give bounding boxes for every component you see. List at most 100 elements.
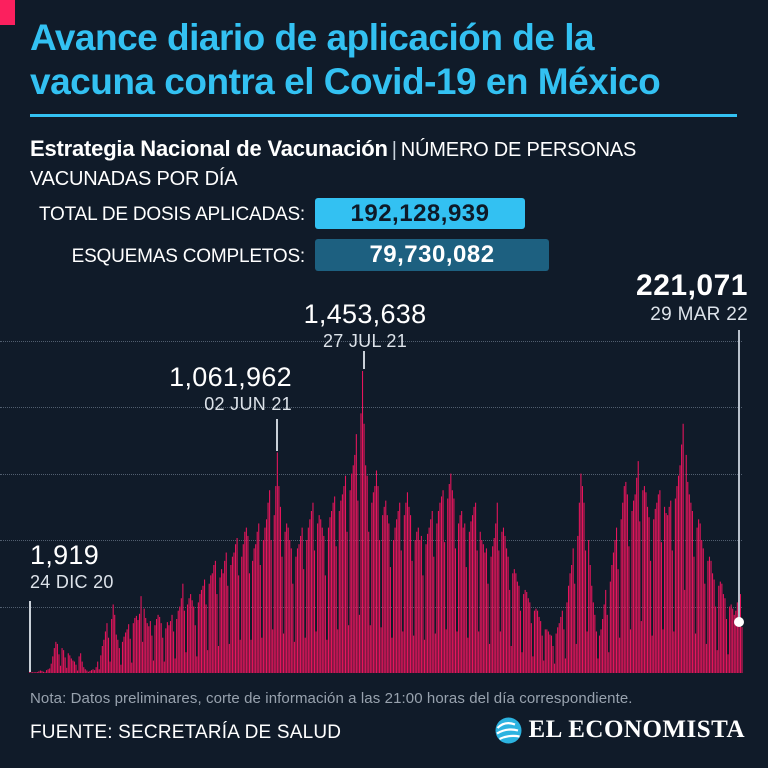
bar-day-245 <box>408 506 410 673</box>
bar-day-430 <box>694 633 697 673</box>
bar-day-31 <box>77 670 79 673</box>
bar-day-361 <box>588 540 590 673</box>
bar-day-275 <box>454 548 456 673</box>
bar-day-65 <box>129 638 131 673</box>
bar-day-194 <box>329 517 331 673</box>
bar-day-121 <box>216 594 218 673</box>
bar-day-93 <box>173 631 175 673</box>
bar-day-42 <box>94 670 96 673</box>
bar-day-455 <box>733 614 735 673</box>
bar-day-388 <box>629 629 632 673</box>
bar-day-341 <box>557 627 559 673</box>
bar-day-429 <box>693 556 695 673</box>
bar-day-440 <box>710 560 712 673</box>
bar-day-333 <box>544 629 546 673</box>
bar-day-240 <box>400 550 402 673</box>
bar-day-139 <box>244 531 246 673</box>
bar-day-84 <box>159 616 161 673</box>
bar-day-402 <box>651 635 653 673</box>
bar-day-291 <box>479 531 481 673</box>
bar-day-155 <box>269 490 271 673</box>
bar-day-162 <box>279 506 281 673</box>
bar-day-312 <box>512 573 514 673</box>
bar-day-285 <box>470 521 472 673</box>
bar-day-104 <box>190 594 192 673</box>
el-economista-icon <box>495 717 521 743</box>
bar-day-257 <box>427 533 429 673</box>
bar-day-263 <box>436 523 438 673</box>
bar-day-92 <box>171 614 173 673</box>
bar-day-205 <box>346 531 348 673</box>
bar-day-370 <box>602 619 604 673</box>
bar-day-355 <box>578 502 580 673</box>
bar-day-88 <box>165 628 167 673</box>
bar-day-311 <box>510 646 512 673</box>
bar-day-176 <box>301 527 303 673</box>
bar-day-188 <box>320 519 322 673</box>
bar-day-319 <box>523 594 525 673</box>
bar-day-277 <box>458 523 460 673</box>
bar-day-369 <box>600 629 602 673</box>
bar-day-400 <box>648 517 650 673</box>
bar-day-241 <box>402 631 404 673</box>
bar-day-383 <box>622 502 624 673</box>
page-title-line1: Avance diario de aplicación de la <box>30 17 595 58</box>
bar-day-80 <box>152 660 154 673</box>
bar-day-389 <box>631 510 633 673</box>
bar-day-330 <box>540 621 542 673</box>
bar-day-183 <box>312 502 314 673</box>
bar-day-201 <box>340 500 342 673</box>
bar-day-117 <box>210 575 212 673</box>
bar-day-73 <box>142 641 144 673</box>
bar-day-120 <box>214 560 216 673</box>
bar-day-460 <box>741 627 743 673</box>
bar-day-395 <box>640 621 642 673</box>
bar-day-238 <box>397 510 399 673</box>
bar-day-345 <box>563 629 565 673</box>
bar-day-359 <box>585 550 587 673</box>
bar-day-59 <box>120 664 122 673</box>
bar-day-45 <box>98 669 100 673</box>
bar-day-435 <box>702 548 704 673</box>
bar-day-99 <box>182 583 184 673</box>
annotation-june-date: 02 JUN 21 <box>204 394 292 414</box>
bar-day-186 <box>317 523 319 673</box>
bar-day-77 <box>148 626 150 673</box>
bar-day-286 <box>471 515 474 673</box>
bar-day-5 <box>36 671 38 673</box>
bar-day-24 <box>66 667 68 673</box>
bar-day-185 <box>315 631 317 673</box>
bar-day-38 <box>87 671 89 673</box>
bar-day-135 <box>238 575 240 673</box>
bar-day-114 <box>205 604 207 673</box>
bar-day-422 <box>682 423 684 673</box>
bar-day-303 <box>498 550 500 673</box>
bar-day-278 <box>459 515 461 673</box>
bar-day-123 <box>219 577 221 673</box>
bar-day-381 <box>619 637 621 673</box>
bar-day-68 <box>134 617 136 673</box>
bar-day-431 <box>696 527 698 673</box>
bar-day-79 <box>151 635 153 673</box>
bar-day-231 <box>386 515 388 673</box>
bar-day-375 <box>609 581 611 673</box>
bar-day-98 <box>180 598 182 673</box>
bar-day-399 <box>646 506 649 673</box>
bar-day-336 <box>549 634 551 673</box>
bar-day-136 <box>239 639 241 673</box>
bar-day-208 <box>351 473 353 673</box>
bar-day-415 <box>671 550 673 673</box>
bar-day-305 <box>501 531 503 673</box>
bar-day-14 <box>50 663 52 673</box>
bar-day-428 <box>691 510 693 673</box>
bar-day-280 <box>462 527 464 673</box>
bar-day-314 <box>515 573 517 673</box>
gridline-5 <box>0 607 742 608</box>
bar-day-18 <box>56 643 58 673</box>
bar-day-12 <box>47 669 49 673</box>
bar-day-356 <box>580 473 582 673</box>
bar-day-437 <box>705 643 707 673</box>
bar-day-163 <box>281 556 283 673</box>
bar-day-3 <box>33 672 35 673</box>
